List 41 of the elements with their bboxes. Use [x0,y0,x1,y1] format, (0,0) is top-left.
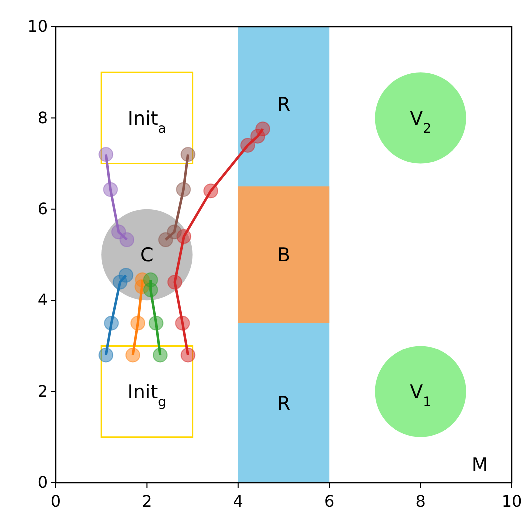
y-tick-label: 6 [38,200,48,219]
y-tick-label: 10 [28,17,48,36]
point [168,274,182,290]
annotation: R [277,94,291,116]
point [158,232,174,248]
point [130,316,146,331]
y-tick-label: 2 [38,382,48,401]
point [103,182,118,198]
annotation: V$_{1}$ [410,381,432,410]
point [180,147,196,162]
x-tick-label: 0 [50,492,62,511]
x-tick-label: 2 [142,492,152,511]
annotation: Init$_{a}$ [128,108,166,136]
x-tick-label: 10 [502,492,522,511]
annotation: B [277,244,291,267]
point [240,138,256,153]
point [148,316,164,331]
point [143,272,158,288]
y-tick-label: 8 [38,108,48,128]
point [120,232,135,248]
x-tick-label: 4 [233,492,244,511]
point [204,184,218,199]
annotation: Init$_{g}$ [128,381,167,410]
point [256,122,270,137]
x-tick-label: 6 [324,492,335,511]
point [118,268,134,283]
y-tick-label: 0 [38,473,48,492]
point [98,348,114,363]
point [180,348,196,363]
annotation: V$_{2}$ [410,108,432,136]
x-tick-label: 8 [416,492,426,511]
point [126,348,140,363]
point [175,316,190,331]
y-tick-label: 4 [38,290,48,310]
annotation: M [472,454,488,476]
point [153,348,168,363]
point [98,147,114,162]
point [104,316,120,331]
annotation: R [277,392,291,415]
point [176,182,192,198]
annotation: C [140,244,154,267]
